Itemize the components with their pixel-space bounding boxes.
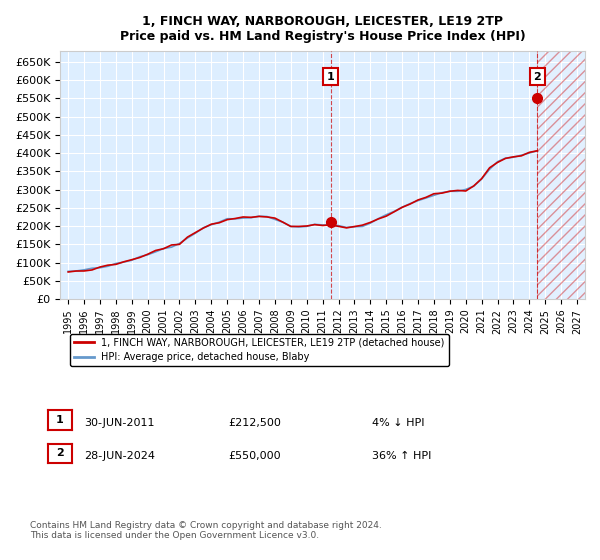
Text: 1: 1 (326, 72, 334, 82)
Title: 1, FINCH WAY, NARBOROUGH, LEICESTER, LE19 2TP
Price paid vs. HM Land Registry's : 1, FINCH WAY, NARBOROUGH, LEICESTER, LE1… (120, 15, 526, 43)
Text: 28-JUN-2024: 28-JUN-2024 (84, 451, 155, 461)
Text: 30-JUN-2011: 30-JUN-2011 (84, 418, 155, 428)
Text: £212,500: £212,500 (228, 418, 281, 428)
Text: 1: 1 (56, 415, 64, 424)
Text: 4% ↓ HPI: 4% ↓ HPI (372, 418, 425, 428)
Bar (537, 51, 585, 299)
Text: 2: 2 (533, 72, 541, 82)
Legend: 1, FINCH WAY, NARBOROUGH, LEICESTER, LE19 2TP (detached house), HPI: Average pri: 1, FINCH WAY, NARBOROUGH, LEICESTER, LE1… (70, 334, 449, 366)
Text: 2: 2 (56, 449, 64, 458)
Text: Contains HM Land Registry data © Crown copyright and database right 2024.
This d: Contains HM Land Registry data © Crown c… (30, 521, 382, 540)
Text: £550,000: £550,000 (228, 451, 281, 461)
Bar (537, 51, 585, 299)
Text: 36% ↑ HPI: 36% ↑ HPI (372, 451, 431, 461)
